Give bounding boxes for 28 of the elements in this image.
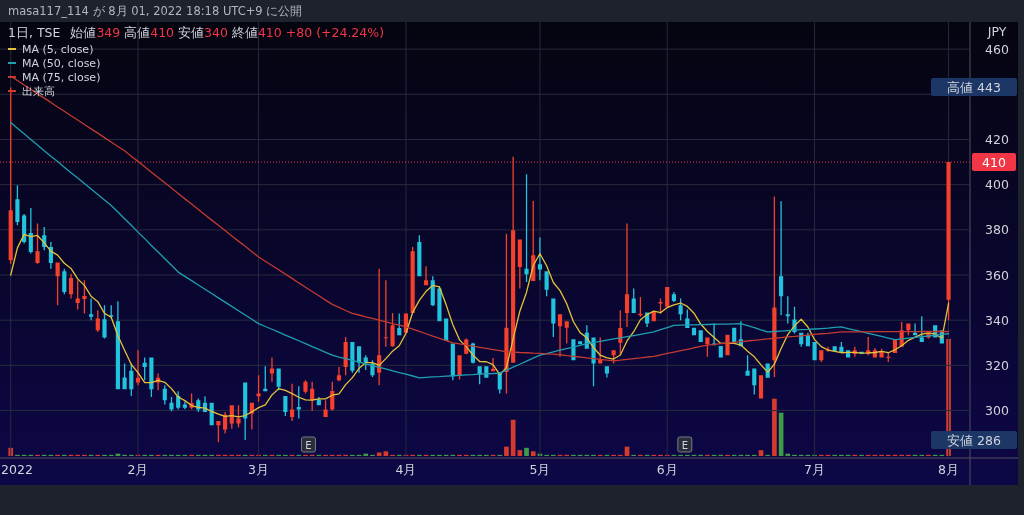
annotation: E (305, 440, 312, 451)
x-tick-label: 6月 (656, 462, 678, 477)
legend-label: MA (50, close) (22, 57, 101, 70)
annotation: 高値 443 (947, 79, 1001, 95)
x-tick-label: 2022 (1, 462, 33, 477)
chart-title: 1日, TSE (8, 25, 61, 40)
x-tick-label: 3月 (248, 462, 270, 477)
annotation: 安値 286 (947, 432, 1001, 448)
annotation: E (681, 440, 688, 451)
legend-label: MA (75, close) (22, 71, 101, 84)
y-axis-title: JPY (986, 24, 1007, 39)
y-tick-label: 360 (985, 267, 1009, 283)
x-tick-label: 5月 (529, 462, 551, 477)
text: masa117_114 が 8月 01, 2022 18:18 UTC+9 に公開 (8, 4, 303, 18)
x-tick-label: 2月 (127, 462, 149, 477)
legend-label: MA (5, close) (22, 43, 94, 56)
y-tick-label: 380 (985, 222, 1009, 238)
y-tick-label: 340 (985, 312, 1009, 328)
ref-line-label: 410 (982, 154, 1006, 170)
y-tick-label: 460 (985, 41, 1009, 57)
y-tick-label: 320 (985, 357, 1009, 373)
x-tick-label: 7月 (804, 462, 826, 477)
x-tick-label: 8月 (938, 462, 960, 477)
y-tick-label: 400 (985, 177, 1009, 193)
text: 始値349 高値410 安値340 終値410 +80 (+24.24%) (70, 25, 385, 40)
y-tick-label: 420 (985, 131, 1009, 147)
x-tick-label: 4月 (395, 462, 417, 477)
y-tick-label: 300 (985, 403, 1009, 419)
